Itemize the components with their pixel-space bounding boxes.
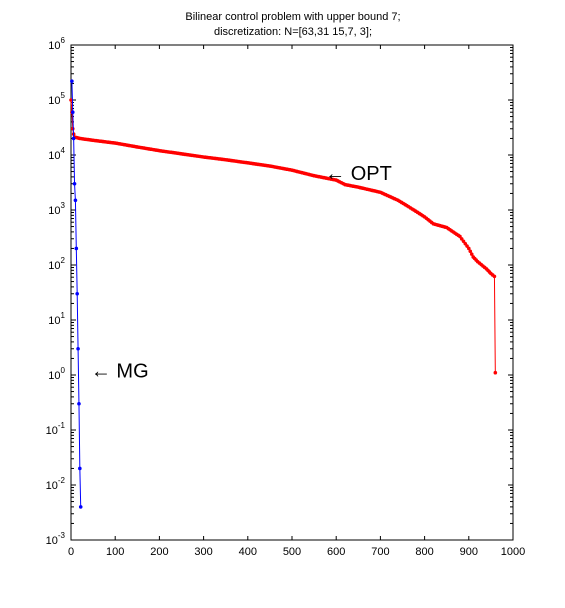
x-tick-label: 700 [371, 546, 389, 558]
series-point [76, 346, 80, 351]
y-tick-label-exponent: -2 [58, 476, 66, 485]
x-tick-label: 600 [327, 546, 345, 558]
y-tick-label: 105 [48, 91, 65, 107]
y-tick-label-exponent: 3 [61, 201, 66, 210]
y-tick-label-base: 10 [48, 95, 60, 107]
plot-area [70, 44, 514, 541]
y-tick-label-base: 10 [48, 40, 60, 52]
y-tick-label-exponent: 4 [61, 146, 66, 155]
y-tick-label-exponent: 1 [61, 311, 66, 320]
ticks-layer: 0 100 200 300 400 500 600 700 800 900 100010-310-2… [46, 36, 526, 558]
series-point [75, 291, 79, 296]
series-layer [69, 79, 498, 509]
y-tick-label: 106 [48, 36, 65, 52]
annotation-label: ← MG [91, 361, 149, 383]
series-point [73, 198, 78, 203]
y-tick-label-base: 10 [48, 370, 60, 382]
y-tick-label: 10-2 [46, 476, 66, 492]
series-point [78, 466, 82, 471]
series-point [70, 126, 75, 131]
y-tick-label-exponent: -1 [58, 421, 66, 430]
y-tick-label-exponent: 6 [61, 36, 66, 45]
x-tick-label: 1000 [501, 546, 525, 558]
series-point [74, 246, 79, 251]
y-tick-label-exponent: 2 [61, 256, 66, 265]
x-tick-label: 0 [68, 546, 74, 558]
series-point [71, 136, 76, 141]
y-tick-label-base: 10 [48, 260, 60, 272]
annotation-layer: ← OPT ← MG [91, 163, 392, 383]
x-tick-label: 400 [239, 546, 257, 558]
y-tick-label-base: 10 [46, 480, 58, 492]
series-point [468, 249, 473, 254]
series-point [77, 401, 81, 406]
series-point [72, 181, 77, 186]
y-tick-label: 102 [48, 256, 65, 272]
chart-title-line-1: Bilinear control problem with upper boun… [185, 11, 400, 23]
y-tick-label-exponent: 0 [61, 366, 66, 375]
y-tick-label: 104 [48, 146, 65, 162]
series-point [70, 79, 74, 83]
series-point [78, 505, 83, 509]
y-tick-label-base: 10 [48, 150, 60, 162]
series-point [492, 274, 497, 279]
y-tick-label-exponent: 5 [61, 91, 66, 100]
annotation-label: ← OPT [325, 163, 392, 185]
y-tick-label: 10-3 [46, 531, 66, 547]
x-tick-label: 300 [194, 546, 212, 558]
series-point [493, 370, 498, 375]
chart-title-line-2: discretization: N=[63,31 15,7, 3]; [214, 26, 372, 38]
y-tick-label-base: 10 [48, 205, 60, 217]
series-point [469, 252, 474, 256]
y-tick-label: 101 [48, 311, 65, 327]
x-tick-label: 800 [415, 546, 433, 558]
series-point [70, 110, 75, 114]
y-tick-label: 100 [48, 366, 65, 382]
x-tick-label: 500 [283, 546, 301, 558]
y-tick-label: 10-1 [46, 421, 66, 437]
y-tick-label-base: 10 [48, 315, 60, 327]
x-tick-label: 100 [106, 546, 124, 558]
y-tick-label-exponent: -3 [58, 531, 66, 540]
y-tick-label-base: 10 [46, 535, 58, 547]
x-tick-label: 200 [150, 546, 168, 558]
y-tick-label-base: 10 [46, 425, 58, 437]
series-point [467, 246, 471, 251]
y-tick-label: 103 [48, 201, 65, 217]
x-tick-label: 900 [460, 546, 478, 558]
